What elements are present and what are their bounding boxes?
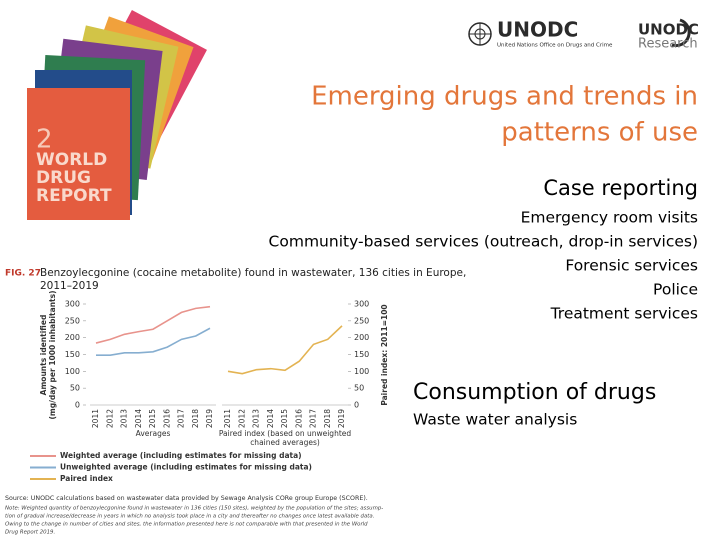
x-tick-label: 2012 [237, 409, 246, 428]
x-tick-label: 2014 [266, 409, 275, 428]
list-item: Forensic services [565, 257, 698, 275]
cover-title: REPORT [36, 186, 112, 206]
y-tick-label: 150 [65, 350, 80, 359]
list-item: Treatment services [550, 305, 698, 323]
figure-title: Benzoylecgonine (cocaine metabolite) fou… [40, 267, 466, 279]
x-tick-label: 2015 [280, 409, 289, 428]
x-tick-label: 2015 [148, 409, 157, 428]
y2-tick-label: 200 [354, 333, 369, 342]
data-line [95, 305, 211, 344]
y2-tick-label: 0 [354, 401, 359, 410]
x-tick-label: 2016 [294, 409, 303, 428]
legend-label: Weighted average (including estimates fo… [60, 451, 302, 460]
y-tick-label: 200 [65, 333, 80, 342]
x-tick-label: 2018 [323, 409, 332, 428]
x-tick-label: 2017 [177, 409, 186, 428]
x-tick-label: 2019 [337, 409, 346, 428]
y2-tick-label: 250 [354, 316, 369, 325]
research-emblem [671, 18, 691, 48]
y2-tick-label: 100 [354, 367, 369, 376]
list-item: Community-based services (outreach, drop… [269, 233, 698, 251]
cover-title: DRUG [36, 168, 91, 188]
group-label: Averages [136, 429, 171, 438]
figure-note: tion of gradual increase/decrease in yea… [5, 514, 374, 520]
figure-label: FIG. 27 [5, 269, 41, 279]
y-tick-label: 100 [65, 367, 80, 376]
x-tick-label: 2013 [252, 409, 261, 428]
axis-title: Amounts identified [39, 315, 48, 396]
x-tick-label: 2019 [205, 409, 214, 428]
x-tick-label: 2013 [120, 409, 129, 428]
axis-title: Paired index: 2011=100 [380, 304, 389, 405]
x-tick-label: 2016 [162, 409, 171, 428]
group-label: chained averages) [250, 438, 320, 447]
logo-text: UNODC [638, 21, 699, 39]
figure-title: 2011–2019 [40, 280, 99, 292]
legend-label: Paired index [60, 474, 113, 483]
axis-title: (mg/day per 1000 inhabitants) [48, 290, 57, 419]
x-tick-label: 2014 [134, 409, 143, 428]
figure-note: Owing to the change in number of cities … [5, 522, 368, 528]
un-emblem [468, 22, 492, 46]
group-label: Paired index (based on unweighted [219, 429, 352, 438]
y-tick-label: 250 [65, 316, 80, 325]
figure-source: Source: UNODC calculations based on wast… [5, 495, 368, 502]
section-heading: Consumption of drugs [413, 380, 656, 405]
x-tick-label: 2011 [223, 409, 232, 428]
slide-title: patterns of use [501, 118, 698, 148]
data-line [96, 327, 211, 356]
y-tick-label: 0 [75, 401, 80, 410]
list-item: Waste water analysis [413, 411, 577, 429]
cover-number: 2 [36, 125, 53, 155]
cover-title: WORLD [36, 150, 107, 170]
y-tick-label: 300 [65, 300, 80, 309]
logo-text: UNODC [497, 18, 578, 42]
figure-note: Drug Report 2019. [5, 530, 55, 536]
slide-title: Emerging drugs and trends in [311, 82, 698, 112]
x-tick-label: 2018 [191, 409, 200, 428]
section-heading: Case reporting [543, 176, 698, 200]
y2-tick-label: 150 [354, 350, 369, 359]
y-tick-label: 50 [70, 384, 80, 393]
y2-tick-label: 50 [354, 384, 364, 393]
y2-tick-label: 300 [354, 300, 369, 309]
list-item: Police [653, 281, 698, 299]
x-tick-label: 2012 [105, 409, 114, 428]
logo-subtext: United Nations Office on Drugs and Crime [497, 43, 613, 49]
report-covers [27, 10, 207, 220]
x-tick-label: 2011 [91, 409, 100, 428]
data-line [227, 325, 343, 375]
list-item: Emergency room visits [521, 209, 698, 227]
logo-subtext: Research [638, 37, 698, 52]
legend-label: Unweighted average (including estimates … [60, 463, 312, 472]
figure-note: Note: Weighted quantity of benzoylecgoni… [5, 506, 383, 512]
x-tick-label: 2017 [309, 409, 318, 428]
